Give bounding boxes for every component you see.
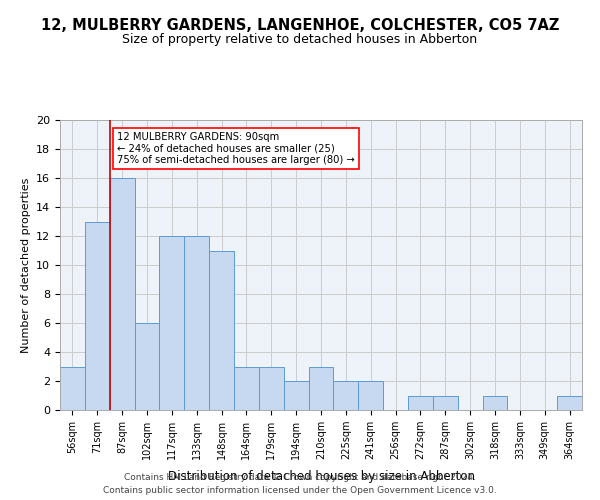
Bar bbox=[160, 236, 184, 410]
Bar bbox=[358, 381, 383, 410]
Y-axis label: Number of detached properties: Number of detached properties bbox=[20, 178, 31, 352]
Bar bbox=[433, 396, 458, 410]
Text: 12, MULBERRY GARDENS, LANGENHOE, COLCHESTER, CO5 7AZ: 12, MULBERRY GARDENS, LANGENHOE, COLCHES… bbox=[41, 18, 559, 32]
Bar bbox=[209, 250, 234, 410]
Bar bbox=[184, 236, 209, 410]
Bar bbox=[334, 381, 358, 410]
Bar bbox=[482, 396, 508, 410]
Text: Size of property relative to detached houses in Abberton: Size of property relative to detached ho… bbox=[122, 32, 478, 46]
Text: 12 MULBERRY GARDENS: 90sqm
← 24% of detached houses are smaller (25)
75% of semi: 12 MULBERRY GARDENS: 90sqm ← 24% of deta… bbox=[117, 132, 355, 165]
Bar bbox=[60, 366, 85, 410]
Bar bbox=[259, 366, 284, 410]
Bar bbox=[557, 396, 582, 410]
Bar bbox=[308, 366, 334, 410]
Bar bbox=[284, 381, 308, 410]
Text: Contains HM Land Registry data © Crown copyright and database right 2024.
Contai: Contains HM Land Registry data © Crown c… bbox=[103, 474, 497, 495]
Bar bbox=[85, 222, 110, 410]
X-axis label: Distribution of detached houses by size in Abberton: Distribution of detached houses by size … bbox=[167, 470, 475, 484]
Bar bbox=[234, 366, 259, 410]
Bar bbox=[408, 396, 433, 410]
Bar bbox=[110, 178, 134, 410]
Bar bbox=[134, 323, 160, 410]
